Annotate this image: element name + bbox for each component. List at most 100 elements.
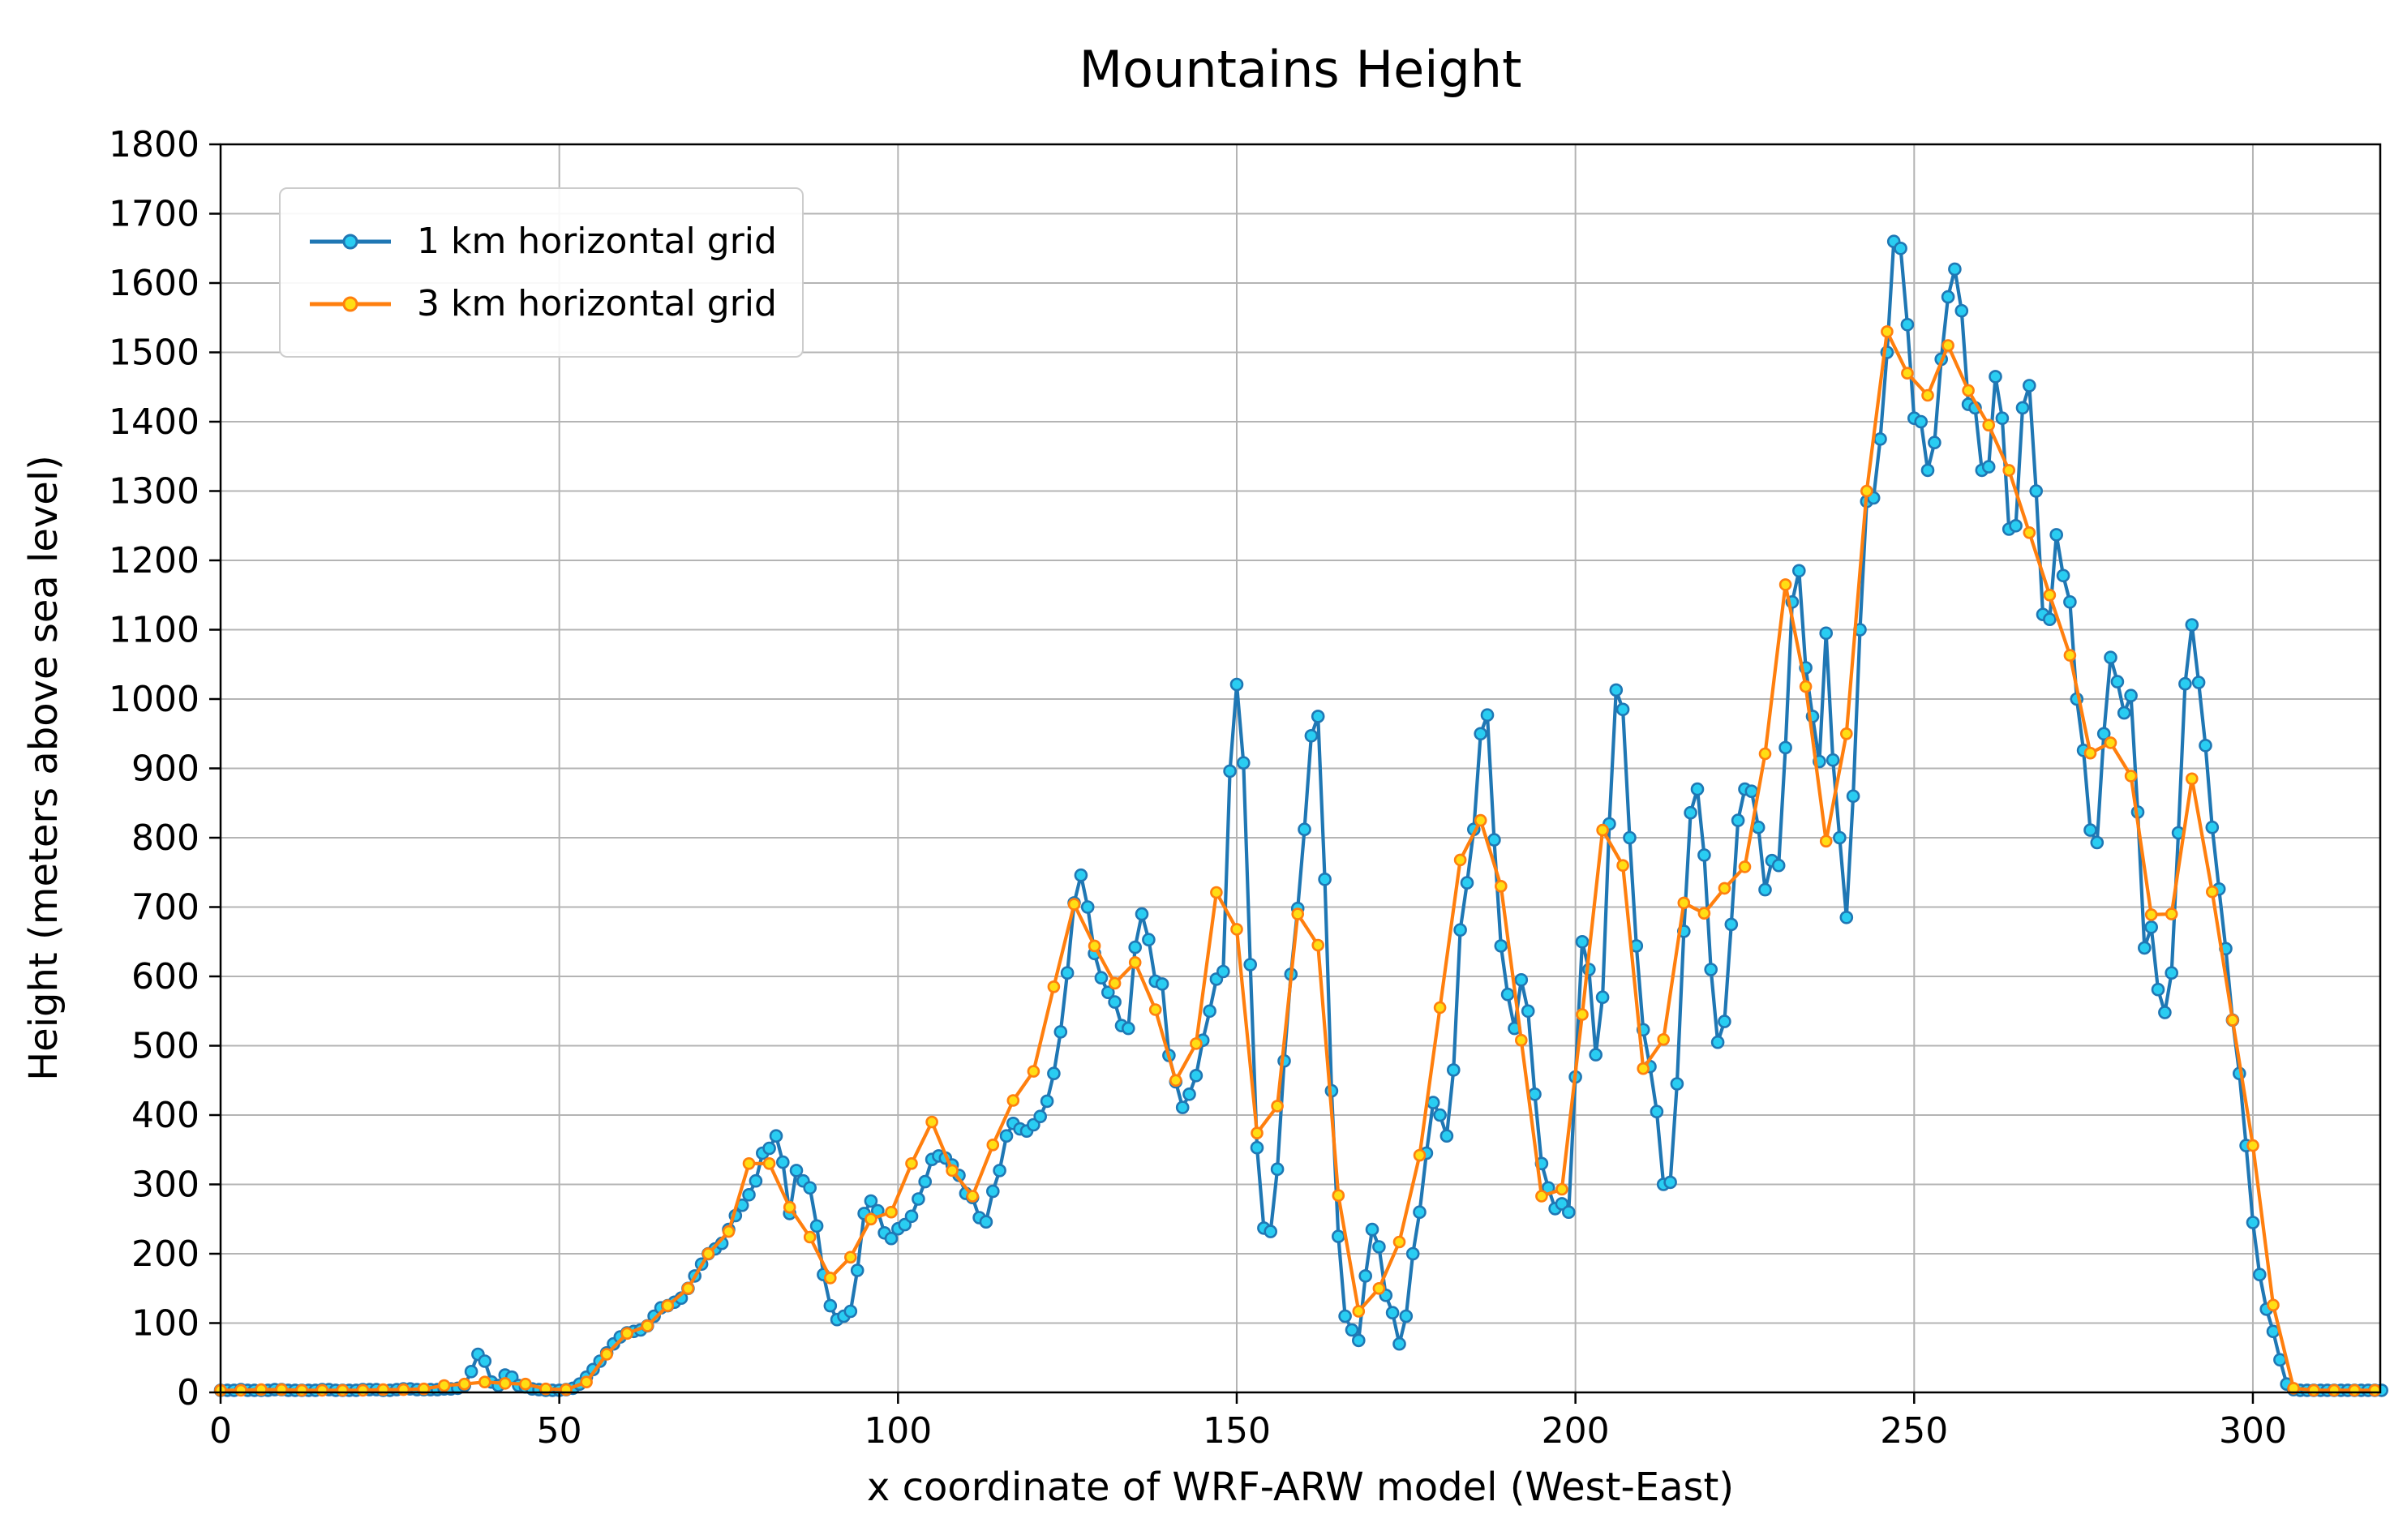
data-point-marker: [925, 1115, 938, 1129]
data-point-marker: [1250, 1140, 1264, 1155]
data-point-marker: [1663, 1175, 1677, 1190]
data-point-marker: [315, 1383, 329, 1397]
data-point-marker: [1670, 1077, 1684, 1091]
data-point-marker: [1372, 1282, 1386, 1295]
y-tick-label: 1700: [109, 194, 200, 235]
data-point-marker: [986, 1184, 1000, 1199]
data-point-marker: [647, 1309, 661, 1323]
data-point-marker: [1576, 1008, 1589, 1021]
data-point-marker: [1833, 830, 1847, 845]
data-point-marker: [1439, 1129, 1454, 1143]
data-point-marker: [2083, 823, 2097, 837]
data-point-marker: [749, 1173, 763, 1188]
data-point-marker: [1006, 1094, 1020, 1107]
data-point-marker: [1053, 1025, 1068, 1039]
data-point-marker: [1515, 1033, 1528, 1047]
y-tick-label: 600: [131, 956, 200, 997]
data-point-marker: [986, 1139, 1000, 1152]
data-point-marker: [2104, 650, 2117, 665]
data-point-marker: [2368, 1383, 2382, 1397]
data-point-marker: [2191, 676, 2206, 689]
data-point-marker: [1148, 1003, 1162, 1016]
data-point-marker: [1399, 1309, 1414, 1323]
data-point-marker: [762, 1141, 776, 1156]
data-point-marker: [2124, 688, 2138, 703]
data-point-marker: [2124, 770, 2138, 783]
data-point-marker: [1981, 460, 1996, 474]
data-point-marker: [1615, 702, 1630, 717]
data-point-marker: [2348, 1383, 2362, 1397]
data-point-marker: [1392, 1336, 1406, 1351]
data-point-marker: [1555, 1182, 1568, 1196]
data-point-marker: [2002, 464, 2015, 477]
data-point-marker: [783, 1200, 796, 1214]
data-point-marker: [2043, 612, 2057, 627]
data-point-marker: [1819, 834, 1833, 848]
data-point-marker: [722, 1225, 736, 1238]
data-point-marker: [1332, 1229, 1345, 1243]
data-point-marker: [769, 1129, 783, 1143]
data-point-marker: [1962, 384, 1975, 397]
data-point-marker: [1500, 987, 1515, 1002]
data-point-marker: [1338, 1309, 1352, 1323]
data-point-marker: [1826, 753, 1840, 767]
data-point-marker: [1718, 1015, 1731, 1028]
data-point-marker: [1677, 896, 1691, 910]
data-point-marker: [1724, 917, 1739, 932]
data-point-marker: [1413, 1148, 1427, 1162]
data-point-marker: [803, 1230, 817, 1244]
data-point-marker: [2009, 518, 2023, 533]
data-point-marker: [979, 1215, 993, 1229]
data-point-marker: [1758, 882, 1772, 897]
data-point-marker: [809, 1219, 824, 1233]
data-point-marker: [1555, 1197, 1569, 1211]
data-point-marker: [2186, 772, 2199, 786]
data-point-marker: [234, 1383, 247, 1397]
data-point-marker: [1928, 435, 1941, 450]
data-point-marker: [1237, 756, 1251, 770]
data-point-marker: [1771, 858, 1786, 873]
data-point-marker: [1405, 1246, 1420, 1261]
x-tick-label: 250: [1880, 1410, 1948, 1452]
data-point-marker: [1060, 966, 1075, 980]
data-point-marker: [1216, 964, 1230, 979]
data-point-marker: [966, 1190, 979, 1203]
data-point-marker: [912, 1192, 925, 1206]
legend-sample-1km-icon: [310, 234, 391, 249]
data-point-marker: [2049, 528, 2063, 542]
data-point-marker: [1596, 823, 1609, 837]
data-point-marker: [1562, 1205, 1576, 1219]
data-point-marker: [2029, 484, 2043, 498]
data-point-marker: [1122, 1021, 1135, 1036]
data-point-marker: [2090, 835, 2105, 850]
data-point-marker: [2110, 675, 2125, 688]
data-point-marker: [1995, 411, 2010, 426]
data-point-marker: [661, 1299, 675, 1312]
data-point-marker: [885, 1205, 898, 1219]
data-point-marker: [1894, 241, 1907, 255]
legend: 1 km horizontal grid 3 km horizontal gri…: [279, 187, 804, 358]
data-point-marker: [1182, 1087, 1196, 1101]
data-point-marker: [1447, 1063, 1461, 1077]
data-point-marker: [1487, 833, 1501, 847]
data-point-marker: [1495, 880, 1508, 893]
data-point-marker: [918, 1174, 932, 1189]
data-point-marker: [2199, 738, 2212, 753]
data-point-marker: [2015, 401, 2030, 415]
y-tick-label: 100: [131, 1303, 200, 1345]
data-point-marker: [1690, 782, 1705, 796]
data-point-marker: [1372, 1240, 1386, 1254]
data-point-marker: [356, 1383, 370, 1397]
data-point-marker: [1778, 740, 1792, 755]
data-point-marker: [1697, 848, 1711, 862]
data-point-marker: [1514, 973, 1529, 987]
y-tick-label: 800: [131, 817, 200, 859]
data-point-marker: [1799, 680, 1813, 693]
y-tick-label: 1500: [109, 332, 200, 374]
data-point-marker: [1304, 728, 1319, 743]
y-tick-label: 1300: [109, 471, 200, 513]
data-point-marker: [1251, 1126, 1264, 1139]
data-point-marker: [946, 1164, 959, 1178]
data-point-marker: [2253, 1268, 2267, 1281]
x-tick-label: 150: [1203, 1410, 1271, 1452]
